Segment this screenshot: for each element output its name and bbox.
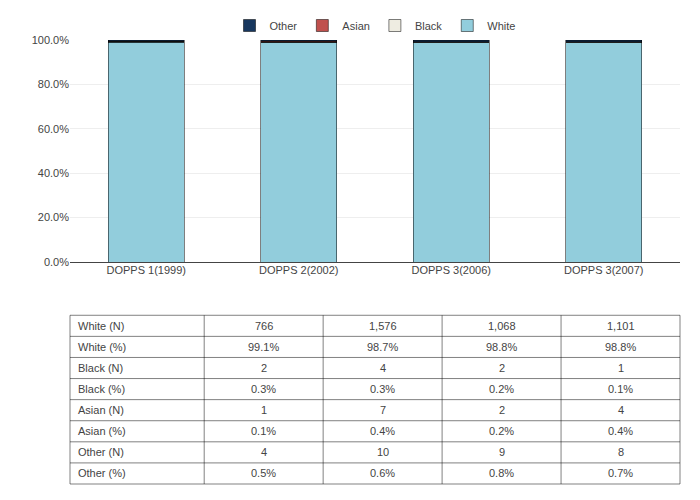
svg-text:1,101: 1,101	[607, 320, 635, 332]
svg-text:766: 766	[255, 320, 273, 332]
svg-text:2: 2	[499, 362, 505, 374]
svg-text:Asian: Asian	[342, 20, 370, 32]
svg-text:Other (N): Other (N)	[78, 446, 124, 458]
svg-text:0.5%: 0.5%	[251, 467, 276, 479]
svg-text:0.8%: 0.8%	[489, 467, 514, 479]
svg-text:DOPPS 3(2006): DOPPS 3(2006)	[412, 264, 491, 276]
svg-text:4: 4	[380, 362, 386, 374]
svg-text:DOPPS 3(2007): DOPPS 3(2007)	[564, 264, 643, 276]
svg-text:Asian (%): Asian (%)	[78, 425, 126, 437]
svg-text:0.2%: 0.2%	[489, 383, 514, 395]
svg-text:White: White	[487, 20, 515, 32]
svg-text:0.1%: 0.1%	[251, 425, 276, 437]
svg-text:DOPPS 2(2002): DOPPS 2(2002)	[259, 264, 338, 276]
svg-text:1: 1	[618, 362, 624, 374]
svg-text:White (%): White (%)	[78, 341, 126, 353]
svg-text:99.1%: 99.1%	[248, 341, 279, 353]
svg-text:0.4%: 0.4%	[608, 425, 633, 437]
svg-text:4: 4	[261, 446, 267, 458]
svg-text:Other (%): Other (%)	[78, 467, 126, 479]
svg-text:8: 8	[618, 446, 624, 458]
svg-text:7: 7	[380, 404, 386, 416]
svg-text:0.0%: 0.0%	[44, 256, 69, 268]
svg-text:Black: Black	[415, 20, 442, 32]
svg-text:100.0%: 100.0%	[32, 34, 70, 46]
svg-text:9: 9	[499, 446, 505, 458]
svg-text:98.7%: 98.7%	[367, 341, 398, 353]
svg-text:10: 10	[377, 446, 389, 458]
svg-text:0.3%: 0.3%	[251, 383, 276, 395]
svg-text:0.3%: 0.3%	[370, 383, 395, 395]
svg-text:1: 1	[261, 404, 267, 416]
svg-text:0.2%: 0.2%	[489, 425, 514, 437]
svg-text:White (N): White (N)	[78, 320, 124, 332]
svg-text:80.0%: 80.0%	[38, 78, 69, 90]
svg-text:2: 2	[499, 404, 505, 416]
svg-text:4: 4	[618, 404, 624, 416]
svg-text:Black (N): Black (N)	[78, 362, 123, 374]
svg-text:1,068: 1,068	[488, 320, 516, 332]
svg-text:1,576: 1,576	[369, 320, 397, 332]
svg-text:0.4%: 0.4%	[370, 425, 395, 437]
svg-text:0.7%: 0.7%	[608, 467, 633, 479]
svg-text:0.6%: 0.6%	[370, 467, 395, 479]
svg-text:0.1%: 0.1%	[608, 383, 633, 395]
svg-text:2: 2	[261, 362, 267, 374]
svg-text:DOPPS 1(1999): DOPPS 1(1999)	[107, 264, 186, 276]
svg-text:98.8%: 98.8%	[605, 341, 636, 353]
svg-text:20.0%: 20.0%	[38, 211, 69, 223]
svg-text:Other: Other	[270, 20, 298, 32]
svg-text:60.0%: 60.0%	[38, 123, 69, 135]
svg-text:40.0%: 40.0%	[38, 167, 69, 179]
svg-text:Asian (N): Asian (N)	[78, 404, 124, 416]
svg-text:98.8%: 98.8%	[486, 341, 517, 353]
svg-text:Black (%): Black (%)	[78, 383, 125, 395]
